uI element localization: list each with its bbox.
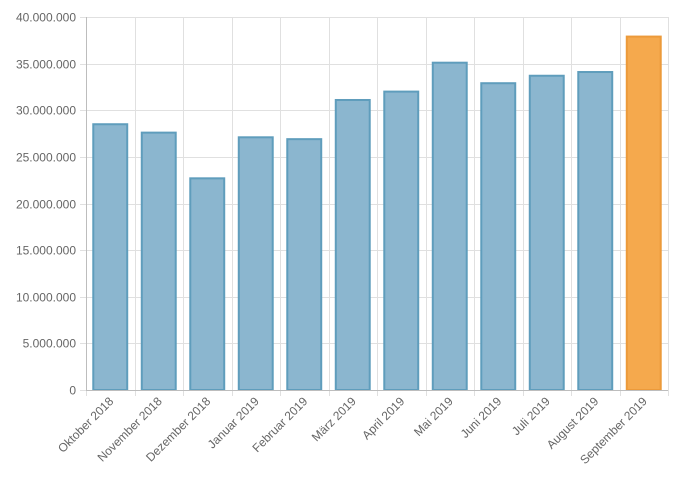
bar-september-2019[interactable] — [625, 35, 662, 392]
bar-april-2019[interactable] — [383, 90, 420, 391]
bar-juli-2019[interactable] — [528, 74, 565, 391]
bars-layer — [92, 35, 662, 392]
y-tick-label: 0 — [69, 384, 76, 398]
x-tick-label: März 2019 — [309, 394, 359, 444]
y-tick-label: 25.000.000 — [16, 151, 76, 165]
y-tick-label: 30.000.000 — [16, 104, 76, 118]
bar-januar-2019[interactable] — [237, 136, 274, 391]
bar-märz-2019[interactable] — [334, 98, 371, 392]
y-tick-label: 40.000.000 — [16, 11, 76, 25]
axis-layer — [86, 17, 668, 391]
x-tick-label: Juni 2019 — [458, 394, 505, 441]
bar-februar-2019[interactable] — [286, 138, 323, 391]
x-tick-label: Juli 2019 — [509, 394, 553, 438]
x-tick-label: Mai 2019 — [411, 394, 456, 439]
bar-mai-2019[interactable] — [431, 61, 468, 391]
y-tick-label: 15.000.000 — [16, 244, 76, 258]
y-tick-label: 35.000.000 — [16, 58, 76, 72]
bar-november-2018[interactable] — [140, 131, 177, 391]
x-tick-label: April 2019 — [359, 394, 407, 442]
bar-august-2019[interactable] — [577, 71, 614, 392]
y-tick-label: 20.000.000 — [16, 198, 76, 212]
grid-layer — [80, 17, 669, 396]
bar-juni-2019[interactable] — [480, 82, 517, 392]
bar-dezember-2018[interactable] — [189, 177, 226, 391]
y-tick-label: 5.000.000 — [23, 337, 77, 351]
y-tick-label: 10.000.000 — [16, 291, 76, 305]
bar-oktober-2018[interactable] — [92, 123, 129, 392]
